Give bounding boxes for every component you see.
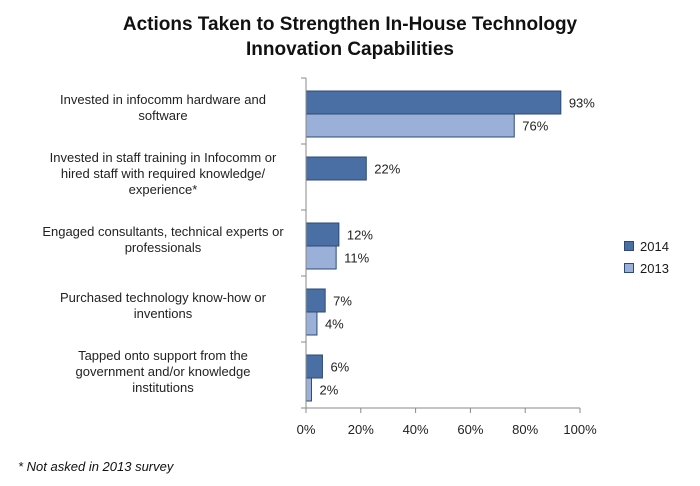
x-tick-label-0: 0% xyxy=(297,422,316,437)
category-label-2-line-0: Engaged consultants, technical experts o… xyxy=(42,224,284,239)
category-label-4-line-2: institutions xyxy=(132,380,194,395)
category-label-1-line-1: hired staff with required knowledge/ xyxy=(61,166,266,181)
data-label-2013-0: 76% xyxy=(522,119,548,134)
x-tick-label-2: 40% xyxy=(403,422,429,437)
bar-2014-1 xyxy=(305,156,367,181)
chart-title-line-1: Actions Taken to Strengthen In-House Tec… xyxy=(122,14,578,35)
category-label-0-line-1: software xyxy=(138,108,187,123)
legend-label-2014: 2014 xyxy=(640,238,669,254)
x-tick-label-5: 100% xyxy=(563,422,597,437)
category-label-1-line-2: experience* xyxy=(129,182,198,197)
legend-item-2014: 2014 xyxy=(624,235,669,257)
bar-2014-0 xyxy=(305,90,562,115)
x-tick-label-4: 80% xyxy=(512,422,538,437)
x-tick-label-1: 20% xyxy=(348,422,374,437)
category-label-0-line-0: Invested in infocomm hardware and xyxy=(60,92,266,107)
legend-swatch-2014 xyxy=(624,241,634,251)
bar-2013-2 xyxy=(305,245,337,270)
data-label-2014-2: 12% xyxy=(347,228,373,243)
data-label-2013-4: 2% xyxy=(319,383,338,398)
legend-item-2013: 2013 xyxy=(624,257,669,279)
footnote: * Not asked in 2013 survey xyxy=(18,459,174,474)
x-tick-label-3: 60% xyxy=(457,422,483,437)
bar-2013-3 xyxy=(305,311,318,336)
bar-2014-4 xyxy=(305,354,323,379)
category-label-4-line-1: government and/or knowledge xyxy=(76,364,251,379)
legend-label-2013: 2013 xyxy=(640,260,669,276)
category-label-3-line-0: Purchased technology know-how or xyxy=(60,290,267,305)
bar-2013-0 xyxy=(305,113,515,138)
bar-2013-4 xyxy=(305,377,312,402)
bar-2014-3 xyxy=(305,288,326,313)
data-label-2013-3: 4% xyxy=(325,317,344,332)
chart-title-line-2: Innovation Capabilities xyxy=(246,39,454,60)
data-label-2014-3: 7% xyxy=(333,294,352,309)
legend: 2014 2013 xyxy=(624,235,669,279)
legend-swatch-2013 xyxy=(624,263,634,273)
category-label-4-line-0: Tapped onto support from the xyxy=(78,348,248,363)
data-label-2014-1: 22% xyxy=(374,162,400,177)
data-label-2013-2: 11% xyxy=(344,251,369,266)
category-label-1-line-0: Invested in staff training in Infocomm o… xyxy=(50,150,277,165)
data-label-2014-0: 93% xyxy=(569,96,595,111)
category-label-3-line-1: inventions xyxy=(134,306,193,321)
category-label-2-line-1: professionals xyxy=(125,240,202,255)
bar-2014-2 xyxy=(305,222,340,247)
data-label-2014-4: 6% xyxy=(330,360,349,375)
